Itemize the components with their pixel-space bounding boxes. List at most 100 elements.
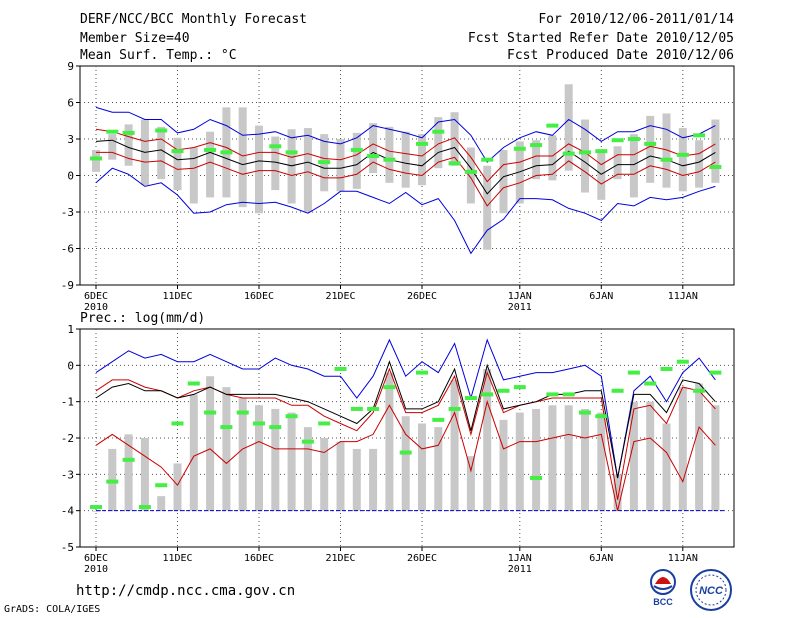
- prec-ensemble-bar: [352, 448, 361, 511]
- temp-ensemble-bar: [597, 152, 606, 200]
- temp-xtick-label: 26DEC: [407, 291, 437, 302]
- temp-ensemble-bar: [629, 134, 638, 198]
- prec-ensemble-bar: [678, 387, 687, 511]
- prec-xtick-year: 2010: [84, 564, 108, 575]
- prec-observed-marker: [448, 406, 461, 411]
- prec-ytick-label: -4: [61, 505, 75, 518]
- prec-ensemble-bar: [385, 372, 394, 511]
- prec-ensemble-bar: [124, 434, 133, 511]
- prec-observed-marker: [579, 410, 591, 415]
- ncc-logo: NCC: [690, 569, 732, 611]
- prec-ensemble-bar: [173, 463, 182, 511]
- temp-observed-marker: [562, 151, 575, 156]
- prec-ensemble-bar: [548, 405, 557, 511]
- prec-observed-marker: [334, 366, 347, 371]
- temp-observed-marker: [595, 149, 608, 154]
- chart-title: DERF/NCC/BCC Monthly Forecast: [80, 12, 307, 27]
- prec-xtick-label: 6DEC: [84, 553, 108, 564]
- prec-observed-marker: [171, 421, 184, 426]
- temp-ensemble-bar: [711, 119, 720, 183]
- temp-ensemble-bar: [92, 149, 100, 172]
- temp-upper-spread-line: [95, 128, 716, 183]
- temp-ensemble-bar: [532, 140, 541, 180]
- temp-ytick-label: -9: [61, 279, 74, 292]
- prec-ytick-label: -1: [61, 396, 74, 409]
- temp-ytick-label: -3: [61, 206, 74, 219]
- temp-ensemble-bar: [695, 140, 704, 188]
- prec-xtick-label: 11JAN: [668, 553, 698, 564]
- temp-observed-marker: [546, 123, 559, 128]
- temp-ensemble-bar: [646, 115, 655, 183]
- prec-ensemble-bar: [255, 405, 263, 511]
- temp-observed-marker: [481, 157, 494, 162]
- temp-ensemble-bar: [385, 126, 394, 183]
- temp-observed-marker: [627, 137, 640, 141]
- temp-observed-marker: [644, 141, 657, 146]
- prec-ensemble-bar: [515, 412, 524, 511]
- prec-ensemble-bar: [434, 427, 443, 511]
- temp-ensemble-bar: [434, 117, 443, 169]
- temp-xtick-label: 1JAN: [508, 291, 532, 302]
- prec-observed-marker: [416, 370, 428, 375]
- temp-ensemble-bar: [401, 131, 410, 188]
- temp-observed-marker: [285, 150, 298, 155]
- temp-xtick-label: 11DEC: [162, 291, 192, 302]
- prec-ensemble-bar: [320, 438, 329, 511]
- prec-observed-marker: [562, 392, 575, 397]
- temp-ensemble-bar: [189, 147, 198, 204]
- temp-ensemble-bar: [238, 107, 247, 208]
- prec-xtick-year: 2011: [508, 564, 532, 575]
- precipitation-variable-label: Prec.: log(mm/d): [80, 311, 206, 326]
- temp-ensemble-bar: [678, 128, 687, 192]
- temp-xtick-label: 21DEC: [325, 291, 355, 302]
- temp-ensemble-bar: [613, 146, 622, 180]
- prec-ensemble-bar: [695, 383, 704, 511]
- prec-observed-marker: [155, 483, 168, 488]
- bcc-logo: BCC: [650, 569, 676, 607]
- temp-ensemble-bar: [564, 84, 573, 171]
- prec-observed-marker: [253, 421, 265, 426]
- temp-xtick-year: 2011: [508, 302, 532, 313]
- prec-ensemble-mean-line: [95, 360, 716, 479]
- member-size: Member Size=40: [80, 31, 190, 46]
- temp-ensemble-bar: [581, 119, 589, 193]
- temp-observed-marker: [530, 143, 543, 148]
- forecast-started-date: Fcst Started Refer Date 2010/12/05: [467, 31, 734, 46]
- ncc-logo-text: NCC: [699, 585, 724, 597]
- prec-ensemble-bar: [564, 405, 573, 511]
- prec-xtick-label: 21DEC: [325, 553, 355, 564]
- temp-observed-marker: [693, 133, 706, 138]
- prec-ensemble-bar: [238, 398, 247, 511]
- temp-xtick-label: 11JAN: [668, 291, 698, 302]
- prec-ytick-label: 0: [67, 359, 74, 372]
- temp-ensemble-bar: [499, 149, 508, 214]
- temp-ytick-label: 3: [67, 133, 74, 146]
- source-url[interactable]: http://cmdp.ncc.cma.gov.cn: [76, 583, 296, 599]
- temp-ensemble-bar: [352, 132, 361, 189]
- prec-observed-marker: [220, 425, 233, 430]
- temp-observed-marker: [709, 164, 722, 169]
- prec-ytick-label: -2: [61, 432, 74, 445]
- temp-observed-marker: [513, 146, 526, 151]
- prec-ensemble-bar: [532, 408, 541, 511]
- temp-ensemble-bar: [255, 125, 263, 214]
- temp-observed-marker: [448, 161, 461, 166]
- temp-ensemble-bar: [515, 141, 524, 204]
- prec-observed-marker: [269, 425, 282, 430]
- prec-observed-marker: [301, 439, 314, 444]
- prec-observed-marker: [399, 450, 412, 455]
- temp-observed-marker: [432, 129, 445, 134]
- prec-ensemble-bar: [466, 456, 475, 511]
- temp-ensemble-bar: [173, 137, 182, 191]
- prec-ensemble-bar: [418, 423, 426, 511]
- temp-ytick-label: 6: [67, 97, 74, 110]
- temperature-variable-label: Mean Surf. Temp.: °C: [80, 48, 237, 63]
- prec-observed-marker: [187, 381, 200, 386]
- prec-xtick-label: 26DEC: [407, 553, 437, 564]
- prec-ensemble-bar: [271, 408, 280, 511]
- temp-observed-marker: [171, 149, 184, 154]
- temp-ensemble-bar: [662, 113, 671, 188]
- prec-observed-marker: [236, 410, 249, 415]
- temp-observed-marker: [155, 128, 168, 133]
- prec-ensemble-bar: [401, 416, 410, 511]
